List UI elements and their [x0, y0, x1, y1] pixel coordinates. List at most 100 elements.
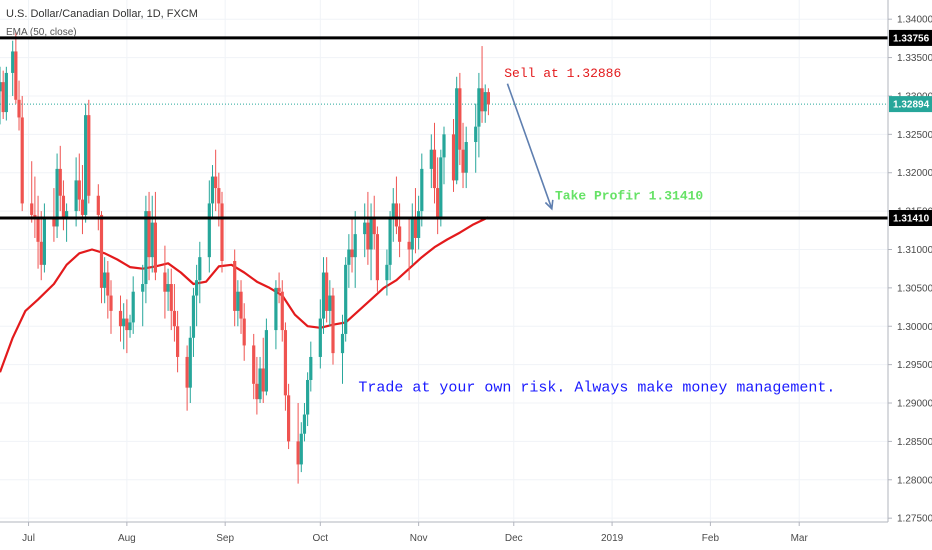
candle-down [461, 122, 465, 189]
candle-body [261, 368, 265, 392]
candle-body [195, 280, 199, 296]
candle-body [166, 284, 170, 292]
candle-up [11, 40, 15, 96]
candle-body [340, 333, 345, 354]
candle-down [451, 118, 456, 192]
candle-body [242, 318, 246, 346]
candle-body [198, 257, 202, 281]
candle-down [14, 32, 18, 104]
candle-down [176, 310, 180, 373]
candle-body [410, 218, 414, 250]
candle-down [61, 180, 66, 231]
candle-body [277, 287, 281, 292]
candle-body [128, 322, 132, 331]
candle-body [144, 211, 148, 285]
candle-down [261, 337, 265, 404]
candle-up [439, 149, 443, 227]
candle-body [77, 180, 81, 200]
candle-body [372, 218, 376, 235]
candle-body [417, 211, 421, 238]
candle-body [429, 149, 433, 169]
candle-body [477, 88, 481, 127]
candle-body [413, 218, 418, 238]
candle-body [20, 117, 24, 204]
time-tick-label: Feb [702, 533, 720, 544]
time-tick-label: Dec [505, 533, 523, 544]
candle-down [96, 184, 100, 231]
candle-down [331, 287, 335, 365]
candle-up [210, 165, 215, 219]
candle-down [366, 191, 370, 265]
candle-down [486, 88, 490, 116]
candle-down [296, 403, 300, 484]
candle-down [30, 161, 34, 223]
price-tick-label: 1.29000 [897, 399, 932, 410]
candle-body [318, 318, 322, 357]
candle-down [375, 226, 379, 292]
candle-down [17, 80, 21, 131]
candle-body [217, 188, 221, 204]
candle-up [309, 341, 313, 392]
candle-up [191, 287, 196, 357]
candle-body [236, 291, 240, 311]
candle-body [306, 379, 310, 415]
candle-down [87, 99, 91, 204]
candle-up [321, 257, 326, 334]
candle-up [236, 280, 240, 327]
candle-up [306, 372, 310, 427]
candle-body [191, 295, 196, 338]
candle-down [214, 149, 218, 212]
candle-down [432, 122, 437, 204]
candle-body [0, 82, 2, 92]
candle-up [274, 280, 278, 350]
candle-down [106, 261, 110, 319]
candle-down [233, 249, 237, 327]
candle-body [258, 368, 262, 400]
candle-down [20, 95, 24, 212]
candle-body [455, 88, 459, 181]
trade-arrow[interactable] [506, 83, 554, 211]
candle-body [188, 337, 192, 388]
horizontal-levels[interactable] [0, 36, 888, 220]
candle-body [176, 326, 180, 357]
candle-up [455, 76, 459, 185]
candle-down [480, 46, 484, 123]
candle-up [4, 66, 8, 121]
candle-body [99, 214, 104, 288]
candle-body [274, 287, 278, 331]
candle-body [74, 180, 78, 212]
price-tick-label: 1.34000 [897, 15, 932, 26]
candle-body [407, 241, 411, 250]
candle-body [385, 264, 389, 281]
candle-down [33, 176, 37, 238]
price-axis[interactable]: 1.340001.335001.330001.325001.320001.315… [887, 0, 932, 550]
price-tick-label: 1.32500 [897, 130, 932, 141]
candle-body [233, 261, 237, 311]
candle-body [436, 188, 440, 219]
candle-up [141, 264, 145, 327]
ema-50-line [0, 216, 489, 373]
indicator-legend: EMA (50, close) [6, 27, 77, 38]
price-tick-label: 1.29500 [897, 360, 932, 371]
time-tick-label: Oct [313, 533, 329, 544]
candle-body [141, 284, 145, 292]
candle-up [188, 326, 192, 404]
candle-down [52, 188, 56, 242]
candle-up [0, 66, 2, 125]
candle-up [353, 211, 357, 288]
candle-up [388, 211, 392, 281]
candle-up [195, 264, 199, 327]
candle-down [153, 191, 157, 281]
candle-body [96, 195, 100, 215]
time-axis[interactable]: Jul Aug Sep Oct Nov Dec 2019 Feb Mar [0, 521, 888, 544]
candle-up [207, 180, 211, 273]
candle-body [4, 72, 8, 113]
candle-down [350, 218, 354, 273]
candle-up [84, 103, 88, 223]
candle-body [210, 176, 215, 204]
candle-body [321, 272, 326, 319]
candle-body [150, 222, 154, 258]
candle-down [185, 345, 189, 411]
candle-body [58, 168, 62, 196]
